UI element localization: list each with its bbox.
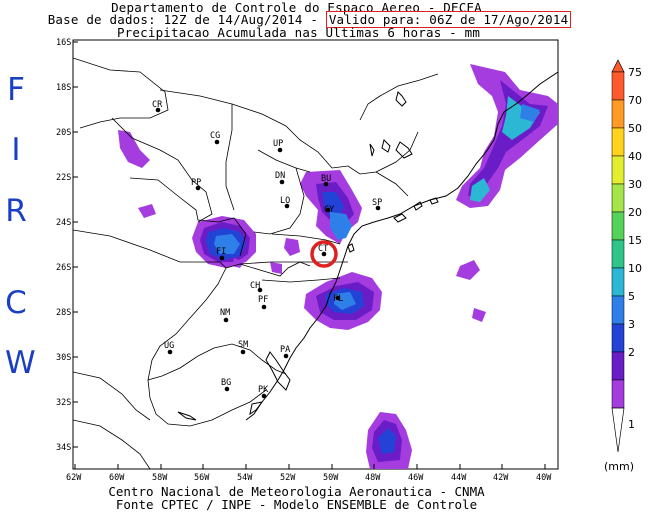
colorbar-level-label: 75	[628, 66, 642, 79]
city-label: PK	[258, 385, 269, 395]
lon-label: 44W	[451, 473, 467, 483]
city-label: SM	[238, 340, 248, 350]
colorbar-level-label: 2	[628, 346, 635, 359]
colorbar-level-label: 5	[628, 290, 635, 303]
lat-label: 30S	[56, 353, 71, 363]
lon-label: 48W	[365, 473, 381, 483]
side-label-i: I	[11, 132, 21, 168]
city-label: UG	[164, 341, 174, 351]
lon-label: 42W	[493, 473, 509, 483]
colorbar-cell	[611, 267, 625, 297]
city-label: PA	[280, 345, 290, 355]
colorbar-cell	[611, 211, 625, 241]
side-label-r: R	[5, 193, 27, 229]
city-label: PP	[191, 178, 201, 188]
colorbar-unit: (mm)	[604, 460, 634, 473]
colorbar-cell	[611, 323, 625, 353]
colorbar-level-label: 10	[628, 262, 642, 275]
footer-source-line2: Fonte CPTEC / INPE - Modelo ENSEMBLE de …	[115, 497, 478, 512]
city-label: FI	[216, 247, 226, 257]
lon-label: 50W	[323, 473, 339, 483]
lon-label: 60W	[109, 473, 125, 483]
political-borders	[73, 57, 439, 469]
lon-label: 54W	[237, 473, 253, 483]
city-label: CG	[210, 131, 220, 141]
axis-ticks	[73, 41, 546, 469]
colorbar-top-arrow	[611, 59, 625, 73]
colorbar-cell	[611, 351, 625, 381]
lat-label: 26S	[56, 263, 71, 273]
colorbar-cell	[611, 155, 625, 185]
valid-time-box: Valido para: 06Z de 17/Ago/2014	[325, 11, 572, 28]
header-subtitle: Precipitacao Acumulada nas Ultimas 6 hor…	[116, 25, 481, 40]
lat-label: 22S	[56, 173, 71, 183]
colorbar-level-label: 3	[628, 318, 635, 331]
city-label: CT	[318, 244, 328, 254]
city-label: CY	[324, 205, 334, 215]
city-label: CH	[250, 281, 260, 291]
colorbar-bottom-arrow	[611, 407, 625, 453]
highlight-circle	[310, 240, 338, 268]
colorbar-cell	[611, 127, 625, 157]
city-label: LO	[280, 196, 290, 206]
colorbar-cell	[611, 99, 625, 129]
city-label: SP	[372, 198, 382, 208]
colorbar-cell	[611, 379, 625, 409]
colorbar: 75 70 50 40 30 20 15 10 5 3 2 1 (mm)	[604, 59, 642, 473]
precip-field	[118, 64, 558, 469]
colorbar-level-label: 15	[628, 234, 642, 247]
city-label: UP	[273, 139, 283, 149]
lon-label: 40W	[536, 473, 552, 483]
lon-label: 46W	[408, 473, 424, 483]
lon-label: 58W	[152, 473, 168, 483]
lon-label: 52W	[280, 473, 296, 483]
lat-label: 28S	[56, 308, 71, 318]
colorbar-cell	[611, 295, 625, 325]
city-label: FL	[333, 294, 343, 304]
city-label: PF	[258, 295, 268, 305]
lat-label: 24S	[56, 218, 71, 228]
coastline	[177, 71, 558, 421]
side-label-c: C	[5, 285, 27, 321]
city-label: DN	[275, 171, 285, 181]
colorbar-cell	[611, 239, 625, 269]
header-base-dados: Base de dados: 12Z de 14/Aug/2014 - Vali…	[0, 11, 636, 28]
base-dados-text: Base de dados: 12Z de 14/Aug/2014 -	[47, 12, 326, 27]
city-label: NM	[220, 308, 230, 318]
lon-label: 56W	[194, 473, 210, 483]
city-markers: CR CG UP PP DN BU LO SP CY CT FI CH PF F…	[152, 100, 382, 399]
lat-label: 32S	[56, 398, 71, 408]
lat-label: 18S	[56, 83, 71, 93]
colorbar-level-label: 30	[628, 178, 642, 191]
colorbar-level-label: 1	[628, 418, 635, 431]
city-label: CR	[152, 100, 163, 110]
colorbar-cell	[611, 71, 625, 101]
colorbar-level-label: 70	[628, 94, 642, 107]
colorbar-level-label: 40	[628, 150, 642, 163]
lon-label: 62W	[66, 473, 82, 483]
colorbar-level-label: 20	[628, 206, 642, 219]
colorbar-level-label: 50	[628, 122, 642, 135]
footer-source-line1: Centro Nacional de Meteorologia Aeronaut…	[108, 484, 485, 499]
lat-label: 20S	[56, 128, 71, 138]
lat-label: 16S	[56, 38, 71, 48]
city-label: BG	[221, 378, 231, 388]
side-label-f: F	[7, 72, 25, 108]
lon-labels: 62W 60W 58W 56W 54W 52W 50W 48W 46W 44W …	[66, 473, 552, 483]
header-title: Departamento de Controle do Espaco Aereo…	[111, 0, 482, 15]
lat-labels: 16S 18S 20S 22S 24S 26S 28S 30S 32S 34S	[56, 38, 71, 453]
colorbar-cell	[611, 183, 625, 213]
city-label: BU	[321, 174, 331, 184]
map-frame	[72, 39, 559, 470]
lat-label: 34S	[56, 443, 71, 453]
